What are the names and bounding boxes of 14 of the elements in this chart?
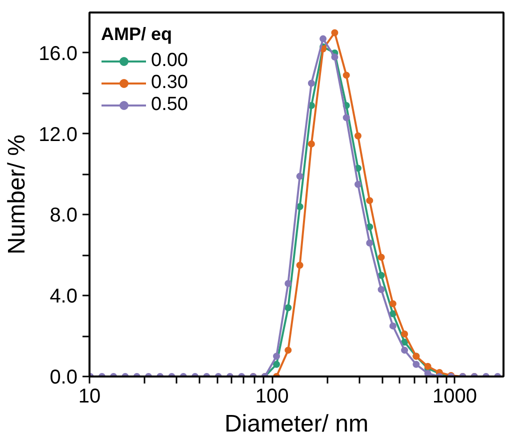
x-tick-label: 100 [255,386,289,408]
x-tick-label: 10 [78,386,101,408]
y-tick-label: 12.0 [38,124,78,146]
legend-title: AMP/ eq [101,24,174,45]
y-tick-label: 16.0 [38,42,78,65]
legend-label: 0.50 [151,94,188,116]
legend-label: 0.00 [151,50,188,72]
x-tick-label: 1000 [432,386,477,408]
y-tick-label: 0.0 [50,366,78,388]
x-axis-title: Diameter/ nm [224,410,369,438]
y-tick-label: 4.0 [50,286,78,308]
y-axis-title: Number/ % [4,134,31,255]
y-tick-label: 8.0 [50,204,78,227]
legend-label: 0.30 [151,72,188,94]
